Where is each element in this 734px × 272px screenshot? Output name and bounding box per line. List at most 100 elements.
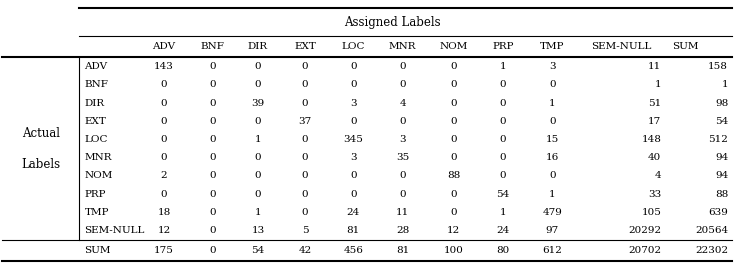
- Text: 612: 612: [542, 246, 562, 255]
- Text: 37: 37: [299, 117, 312, 126]
- Text: 0: 0: [302, 135, 308, 144]
- Text: SUM: SUM: [672, 42, 698, 51]
- Text: ADV: ADV: [84, 62, 108, 71]
- Text: 35: 35: [396, 153, 410, 162]
- Text: 158: 158: [708, 62, 728, 71]
- Text: 11: 11: [396, 208, 410, 217]
- Text: 88: 88: [447, 171, 460, 180]
- Text: 0: 0: [350, 80, 357, 89]
- Text: 0: 0: [209, 153, 216, 162]
- Text: 0: 0: [255, 62, 261, 71]
- Text: NOM: NOM: [439, 42, 468, 51]
- Text: SUM: SUM: [84, 246, 111, 255]
- Text: 16: 16: [546, 153, 559, 162]
- Text: 143: 143: [154, 62, 174, 71]
- Text: 0: 0: [161, 135, 167, 144]
- Text: 0: 0: [500, 153, 506, 162]
- Text: 0: 0: [450, 153, 457, 162]
- Text: EXT: EXT: [84, 117, 106, 126]
- Text: 97: 97: [546, 226, 559, 235]
- Text: 0: 0: [161, 80, 167, 89]
- Text: 1: 1: [255, 135, 261, 144]
- Text: 0: 0: [450, 98, 457, 107]
- Text: 0: 0: [255, 80, 261, 89]
- Text: ADV: ADV: [153, 42, 175, 51]
- Text: PRP: PRP: [493, 42, 514, 51]
- Text: 0: 0: [302, 80, 308, 89]
- Text: SEM-NULL: SEM-NULL: [592, 42, 652, 51]
- Text: 0: 0: [209, 190, 216, 199]
- Text: 0: 0: [450, 80, 457, 89]
- Text: 100: 100: [443, 246, 463, 255]
- Text: 1: 1: [549, 98, 556, 107]
- Text: 0: 0: [161, 153, 167, 162]
- Text: 11: 11: [648, 62, 661, 71]
- Text: TMP: TMP: [540, 42, 564, 51]
- Text: EXT: EXT: [294, 42, 316, 51]
- Text: 0: 0: [399, 171, 406, 180]
- Text: 0: 0: [549, 117, 556, 126]
- Text: 0: 0: [549, 171, 556, 180]
- Text: 0: 0: [500, 171, 506, 180]
- Text: 345: 345: [344, 135, 363, 144]
- Text: 54: 54: [251, 246, 265, 255]
- Text: 39: 39: [251, 98, 265, 107]
- Text: 0: 0: [350, 62, 357, 71]
- Text: 0: 0: [302, 62, 308, 71]
- Text: 479: 479: [542, 208, 562, 217]
- Text: 81: 81: [396, 246, 410, 255]
- Text: 51: 51: [648, 98, 661, 107]
- Text: 0: 0: [450, 135, 457, 144]
- Text: BNF: BNF: [84, 80, 109, 89]
- Text: 0: 0: [255, 171, 261, 180]
- Text: 28: 28: [396, 226, 410, 235]
- Text: 0: 0: [209, 98, 216, 107]
- Text: DIR: DIR: [248, 42, 268, 51]
- Text: 0: 0: [450, 190, 457, 199]
- Text: 1: 1: [655, 80, 661, 89]
- Text: 0: 0: [302, 153, 308, 162]
- Text: 3: 3: [350, 153, 357, 162]
- Text: 0: 0: [209, 62, 216, 71]
- Text: 0: 0: [399, 62, 406, 71]
- Text: Labels: Labels: [21, 158, 60, 171]
- Text: Actual: Actual: [22, 127, 59, 140]
- Text: 105: 105: [642, 208, 661, 217]
- Text: 0: 0: [500, 98, 506, 107]
- Text: 0: 0: [350, 190, 357, 199]
- Text: 175: 175: [154, 246, 174, 255]
- Text: 0: 0: [209, 246, 216, 255]
- Text: 94: 94: [715, 171, 728, 180]
- Text: 0: 0: [209, 226, 216, 235]
- Text: 1: 1: [549, 190, 556, 199]
- Text: 0: 0: [549, 80, 556, 89]
- Text: 0: 0: [209, 80, 216, 89]
- Text: 0: 0: [500, 117, 506, 126]
- Text: 0: 0: [500, 80, 506, 89]
- Text: 81: 81: [346, 226, 360, 235]
- Text: MNR: MNR: [84, 153, 112, 162]
- Text: 24: 24: [496, 226, 509, 235]
- Text: 0: 0: [209, 208, 216, 217]
- Text: 40: 40: [648, 153, 661, 162]
- Text: 0: 0: [399, 80, 406, 89]
- Text: 33: 33: [648, 190, 661, 199]
- Text: 98: 98: [715, 98, 728, 107]
- Text: 13: 13: [251, 226, 265, 235]
- Text: SEM-NULL: SEM-NULL: [84, 226, 145, 235]
- Text: 15: 15: [546, 135, 559, 144]
- Text: 88: 88: [715, 190, 728, 199]
- Text: 20564: 20564: [695, 226, 728, 235]
- Text: 4: 4: [399, 98, 406, 107]
- Text: 0: 0: [209, 171, 216, 180]
- Text: 20702: 20702: [628, 246, 661, 255]
- Text: 3: 3: [399, 135, 406, 144]
- Text: BNF: BNF: [200, 42, 224, 51]
- Text: 1: 1: [722, 80, 728, 89]
- Text: 2: 2: [161, 171, 167, 180]
- Text: 17: 17: [648, 117, 661, 126]
- Text: 1: 1: [255, 208, 261, 217]
- Text: 54: 54: [496, 190, 509, 199]
- Text: 0: 0: [161, 117, 167, 126]
- Text: Assigned Labels: Assigned Labels: [344, 16, 441, 29]
